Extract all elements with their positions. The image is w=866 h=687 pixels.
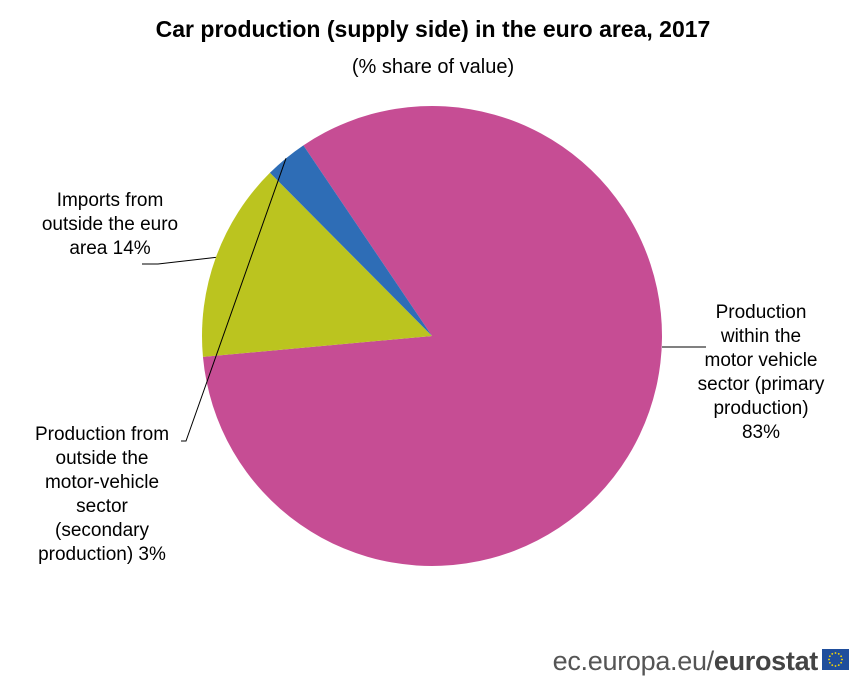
flag-star — [840, 655, 843, 658]
flag-star — [840, 661, 843, 664]
flag-star — [831, 664, 834, 667]
chart-title: Car production (supply side) in the euro… — [155, 16, 711, 42]
slice-label-line: area 14% — [69, 238, 151, 259]
slice-label-primary-production: Production within the motor vehicle sector … — [672, 301, 850, 445]
slice-label-imports: Imports from outside the euro area 14% — [20, 189, 200, 261]
flag-star — [834, 665, 837, 667]
pie-slice-secondary-production — [269, 145, 432, 336]
slice-label-line: (secondary — [55, 520, 149, 541]
chart-subtitle: (% share of value) — [351, 56, 515, 78]
pie-slice-primary-production — [202, 105, 662, 567]
slice-label-line: motor vehicle — [704, 350, 818, 371]
leader-line-imports — [142, 256, 216, 265]
slice-label-line: 83% — [741, 422, 781, 443]
slice-label-line: outside the — [55, 448, 149, 469]
flag-star — [828, 655, 831, 658]
flag-star — [831, 652, 834, 655]
eu-flag-logo — [822, 649, 849, 670]
flag-star — [841, 658, 843, 661]
flag-star — [837, 664, 840, 667]
source-url: ec.europa.eu/ — [552, 646, 715, 676]
slice-label-line: within the — [720, 326, 802, 347]
slice-label-line: Production from — [34, 424, 170, 445]
flag-star — [834, 652, 837, 654]
slice-label-line: sector (primary — [697, 374, 825, 395]
flag-star — [837, 652, 840, 655]
footer-source: ec.europa.eu/eurostat — [552, 646, 819, 677]
slice-label-secondary-production: Production from outside the motor-vehicle s… — [14, 423, 190, 567]
slice-label-line: outside the euro — [41, 214, 179, 235]
flag-star — [828, 661, 831, 664]
slice-label-line: production) 3% — [38, 544, 166, 565]
leader-line-secondary-production — [181, 158, 287, 442]
eurostat-brand: eurostat — [713, 646, 818, 676]
slice-label-line: Production — [715, 302, 807, 323]
slice-label-line: sector — [76, 496, 128, 517]
slice-label-line: Imports from — [56, 190, 164, 211]
slice-label-line: production) — [713, 398, 809, 419]
flag-star — [828, 658, 830, 661]
pie-slice-imports — [202, 172, 432, 357]
slice-label-line: motor-vehicle — [44, 472, 160, 493]
